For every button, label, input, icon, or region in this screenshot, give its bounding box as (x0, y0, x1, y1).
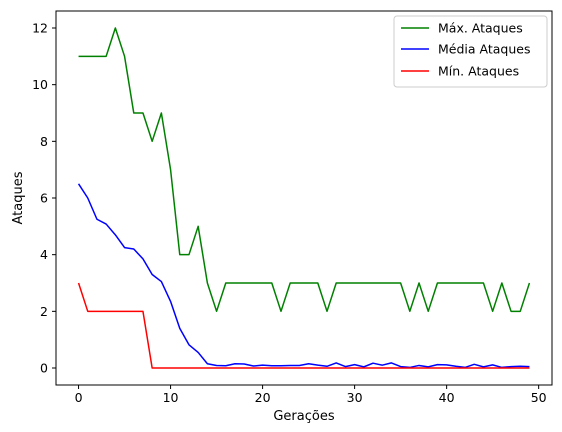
legend: Máx. Ataques Média Ataques Mín. Ataques (394, 16, 547, 87)
x-tick-label: 50 (531, 390, 547, 405)
x-axis-label: Gerações (273, 409, 334, 424)
y-tick-label: 8 (40, 134, 48, 149)
x-tick-label: 40 (439, 390, 455, 405)
y-tick-label: 10 (32, 77, 48, 92)
y-tick-label: 6 (40, 191, 48, 206)
x-tick-label: 20 (255, 390, 271, 405)
series-line-media (79, 184, 530, 368)
x-tick-label: 30 (347, 390, 363, 405)
x-ticks: 0 10 20 30 40 50 (75, 385, 547, 405)
y-tick-label: 12 (32, 21, 48, 36)
legend-label-max: Máx. Ataques (438, 21, 523, 36)
legend-label-media: Média Ataques (438, 42, 530, 57)
series-line-min (79, 283, 530, 368)
x-tick-label: 10 (163, 390, 179, 405)
y-tick-label: 2 (40, 304, 48, 319)
y-axis-label: Ataques (11, 171, 26, 224)
x-tick-label: 0 (75, 390, 83, 405)
legend-label-min: Mín. Ataques (438, 64, 519, 79)
y-tick-label: 4 (40, 247, 48, 262)
y-tick-label: 0 (40, 361, 48, 376)
y-ticks: 0 2 4 6 8 10 12 (32, 21, 56, 376)
